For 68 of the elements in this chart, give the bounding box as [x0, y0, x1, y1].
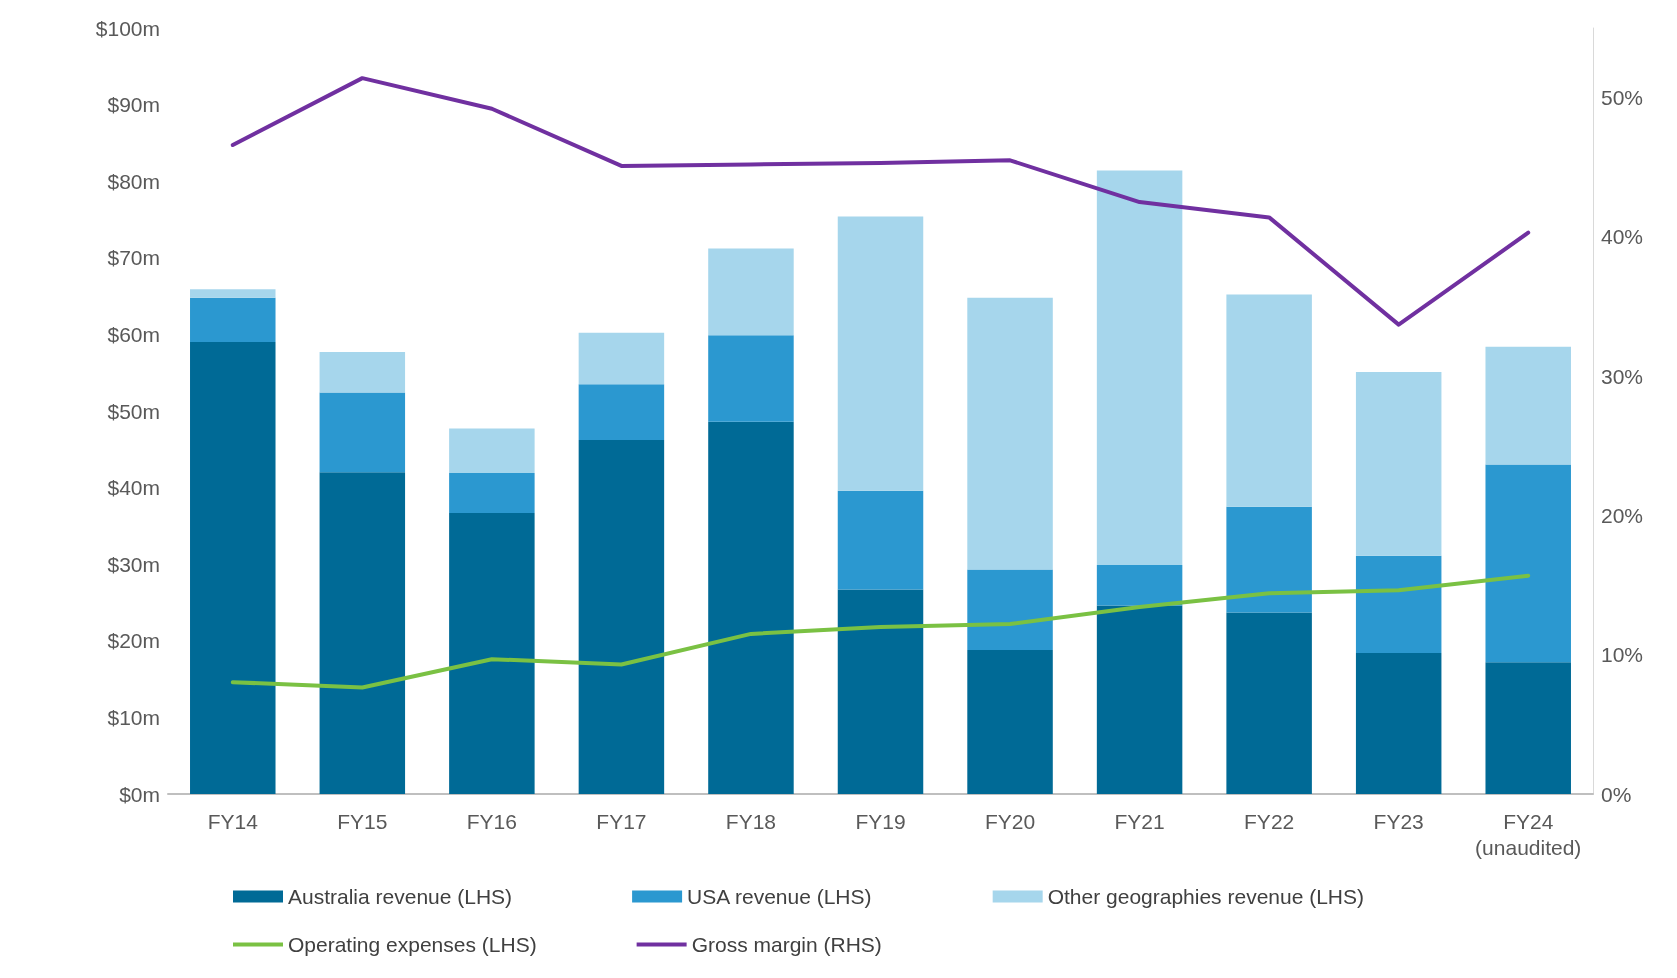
line-series [230, 76, 1531, 327]
bar [449, 512, 535, 794]
x-tick-label: FY23 [1373, 809, 1424, 833]
legend-label: Other geographies revenue (LHS) [1047, 885, 1365, 908]
x-tick-label: FY15 [337, 809, 388, 833]
y-tick-label: $10m [107, 705, 160, 729]
bar [1355, 371, 1442, 556]
legend-label: USA revenue (LHS) [687, 885, 872, 908]
bar [190, 297, 276, 343]
y-tick-label: $50m [107, 399, 160, 423]
y-tick-label: $40m [107, 476, 160, 500]
bar [967, 569, 1053, 650]
bar [708, 248, 794, 336]
y2-tick-label: 30% [1601, 364, 1644, 388]
bar [449, 473, 535, 513]
bar [1355, 555, 1442, 654]
bar [319, 352, 406, 393]
x-tick-label: FY22 [1244, 809, 1295, 833]
y-tick-label: $60m [107, 322, 160, 346]
bar [578, 332, 665, 385]
legend-label: Operating expenses (LHS) [288, 933, 537, 956]
bar [1096, 170, 1183, 565]
y-tick-label: $20m [107, 629, 160, 653]
y2-tick-label: 10% [1601, 643, 1644, 667]
bar [708, 421, 794, 794]
bar [837, 216, 924, 491]
bar [319, 392, 406, 473]
bar [578, 384, 665, 441]
bar [578, 440, 665, 794]
bar [708, 335, 794, 422]
bar [1226, 506, 1312, 613]
x-tick-label: FY18 [725, 809, 777, 833]
bar [1485, 346, 1571, 465]
bar [449, 428, 535, 474]
bar [1485, 662, 1571, 794]
bar [1226, 294, 1312, 507]
x-tick-label: FY14 [207, 809, 259, 833]
bar [1226, 612, 1312, 794]
bar [319, 472, 406, 794]
x-tick-label: FY21 [1114, 809, 1165, 833]
x-tick-label: FY17 [596, 809, 647, 833]
y2-tick-label: 20% [1601, 503, 1644, 527]
legend-label: Gross margin (RHS) [691, 933, 882, 956]
x-tick-label: FY19 [855, 809, 906, 833]
bar [1485, 464, 1571, 663]
legend-label: Australia revenue (LHS) [288, 885, 513, 908]
line-series [230, 573, 1531, 690]
bar [1355, 653, 1442, 794]
bar [837, 490, 924, 590]
bar [190, 289, 276, 298]
y-tick-label: $0m [119, 782, 160, 806]
y2-tick-label: 40% [1601, 225, 1644, 249]
y2-tick-label: 0% [1601, 782, 1632, 806]
bar [1096, 564, 1183, 606]
x-tick-label: FY20 [984, 809, 1036, 833]
y-tick-label: $80m [107, 169, 160, 193]
y-tick-label: $90m [107, 93, 160, 117]
bar [837, 589, 924, 794]
bar [967, 649, 1053, 794]
y-tick-label: $30m [107, 552, 160, 576]
bar [967, 297, 1053, 570]
bar [1096, 605, 1183, 794]
bar [190, 342, 276, 794]
x-tick-label: FY16 [466, 809, 517, 833]
x-tick-label: FY24 (unaudited) [1475, 809, 1582, 859]
y2-tick-label: 50% [1601, 86, 1644, 110]
y-tick-label: $70m [107, 246, 160, 270]
y-tick-label: $100m [95, 16, 160, 40]
